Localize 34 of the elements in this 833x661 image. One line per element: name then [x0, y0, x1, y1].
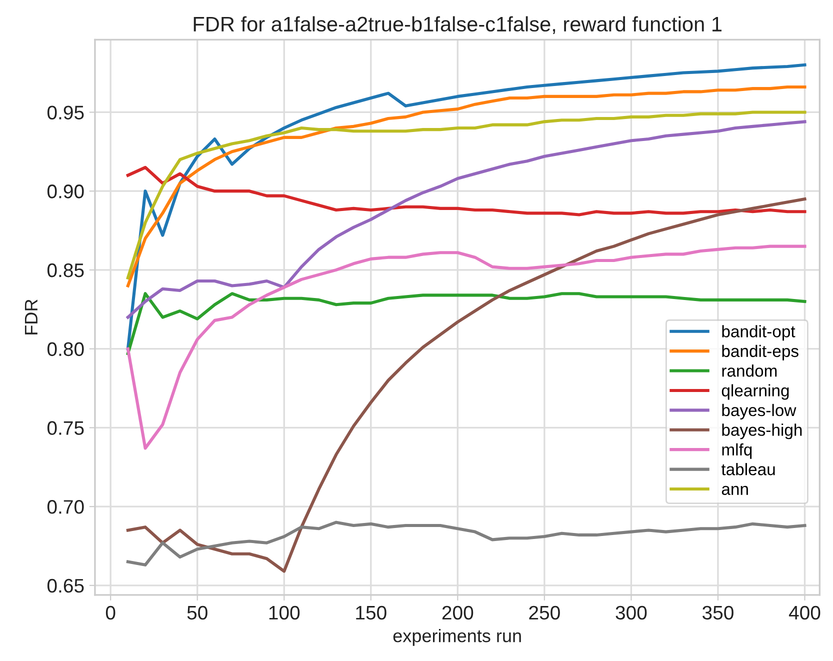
x-tick-label: 150: [356, 606, 386, 620]
x-tick-label: 350: [702, 606, 734, 620]
y-tick-label: 0.85: [47, 263, 84, 278]
legend-label: qlearning: [722, 384, 789, 400]
y-axis-title: FDR: [24, 300, 38, 334]
x-tick-label: 0: [106, 606, 116, 620]
y-tick-label: 0.80: [47, 342, 84, 356]
y-tick-label: 0.95: [47, 106, 84, 120]
line-series: [126, 110, 806, 280]
y-tick-label: 0.75: [47, 421, 84, 435]
legend-label: ann: [722, 486, 748, 495]
line-series: [126, 85, 806, 288]
legend-label: bandit-opt: [722, 325, 796, 341]
legend-label: mlfq: [722, 443, 752, 459]
x-tick-label: 400: [788, 606, 820, 620]
legend-label: random: [722, 364, 777, 377]
x-axis-title: experiments run: [393, 629, 521, 646]
legend-label: tableau: [721, 463, 775, 476]
y-tick-label: 0.65: [47, 578, 84, 593]
x-tick-label: 300: [616, 606, 647, 620]
chart-title: FDR for a1false-a2true-b1false-c1false, reward function 1: [194, 16, 722, 34]
legend-label: bayes-low: [722, 404, 796, 420]
legend-label: bayes-high: [722, 424, 802, 440]
x-tick-label: 100: [269, 606, 300, 620]
line-series: [126, 520, 806, 566]
x-tick-label: 250: [529, 606, 560, 620]
y-tick-label: 0.70: [47, 500, 84, 514]
x-tick-label: 200: [442, 606, 474, 620]
line-series: [126, 197, 806, 573]
y-tick-label: 0.90: [47, 184, 84, 198]
line-series: [126, 120, 806, 319]
line-series: [126, 166, 806, 216]
legend-label: bandit-eps: [722, 344, 798, 360]
x-tick-label: 50: [187, 606, 208, 620]
